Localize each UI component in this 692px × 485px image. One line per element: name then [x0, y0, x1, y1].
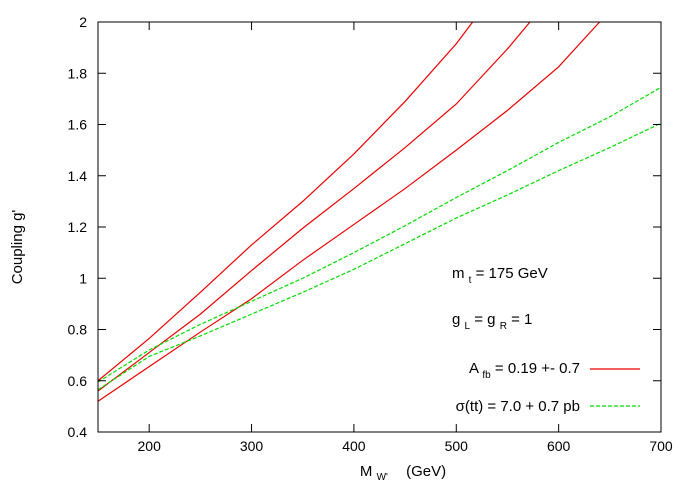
y-tick-label: 1: [79, 270, 87, 286]
y-tick-label: 0.6: [68, 373, 88, 389]
x-axis-label: M W' (GeV): [360, 463, 446, 484]
series-line-sigma_tt-4: [97, 122, 662, 391]
y-tick-label: 0.8: [68, 322, 88, 338]
tick-labels: 200 300 400 500 600 700 0.4 0.6 0.8 1 1.2 1.4 1.6 1.8…: [68, 14, 673, 454]
x-axis-label-unit: (GeV): [406, 463, 446, 480]
y-tick-label: 1.8: [68, 65, 88, 81]
series-line-A_fb-2: [97, 21, 601, 402]
y-tick-label: 1.4: [68, 168, 88, 184]
annotation-top-mass: m t = 175 GeV: [452, 265, 548, 287]
axis-ticks: [98, 21, 662, 433]
x-tick-label: 300: [240, 438, 264, 454]
annotation-couplings: g L = g R = 1: [452, 311, 532, 333]
series-line-A_fb-1: [97, 21, 531, 392]
legend-label-afb: A fb = 0.19 +- 0.7: [469, 360, 580, 382]
series-line-sigma_tt-3: [97, 86, 662, 383]
series-line-A_fb-0: [97, 21, 474, 382]
legend-label-sigma: σ(tt) = 7.0 + 0.7 pb: [456, 398, 580, 415]
y-tick-label: 0.4: [68, 424, 88, 440]
series-lines: [97, 21, 662, 402]
x-axis-label-sub: W': [377, 472, 388, 483]
x-tick-label: 400: [342, 438, 366, 454]
y-tick-label: 1.2: [68, 219, 88, 235]
x-tick-label: 200: [138, 438, 162, 454]
y-tick-label: 2: [79, 14, 87, 30]
x-tick-label: 600: [547, 438, 571, 454]
y-axis-label: Coupling g': [9, 210, 26, 285]
y-tick-label: 1.6: [68, 117, 88, 133]
x-axis-label-main: M: [360, 463, 373, 480]
legend: A fb = 0.19 +- 0.7 σ(tt) = 7.0 + 0.7 pb: [456, 360, 640, 415]
x-tick-label: 500: [445, 438, 469, 454]
x-tick-label: 700: [649, 438, 673, 454]
